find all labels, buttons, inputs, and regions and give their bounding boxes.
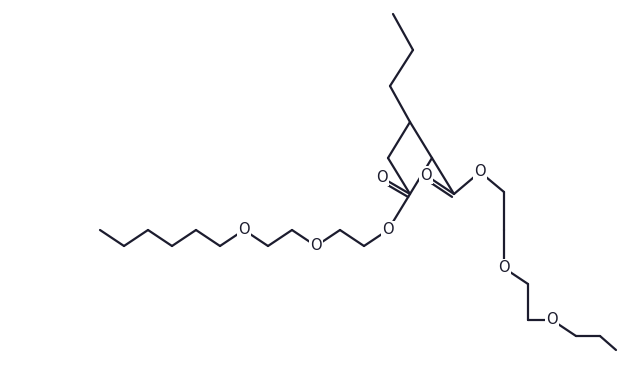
Text: O: O <box>376 169 388 184</box>
Text: O: O <box>310 239 322 254</box>
Text: O: O <box>382 223 394 238</box>
Text: O: O <box>474 164 486 179</box>
Text: O: O <box>546 313 558 328</box>
Text: O: O <box>420 168 432 183</box>
Text: O: O <box>238 223 250 238</box>
Text: O: O <box>498 261 510 276</box>
